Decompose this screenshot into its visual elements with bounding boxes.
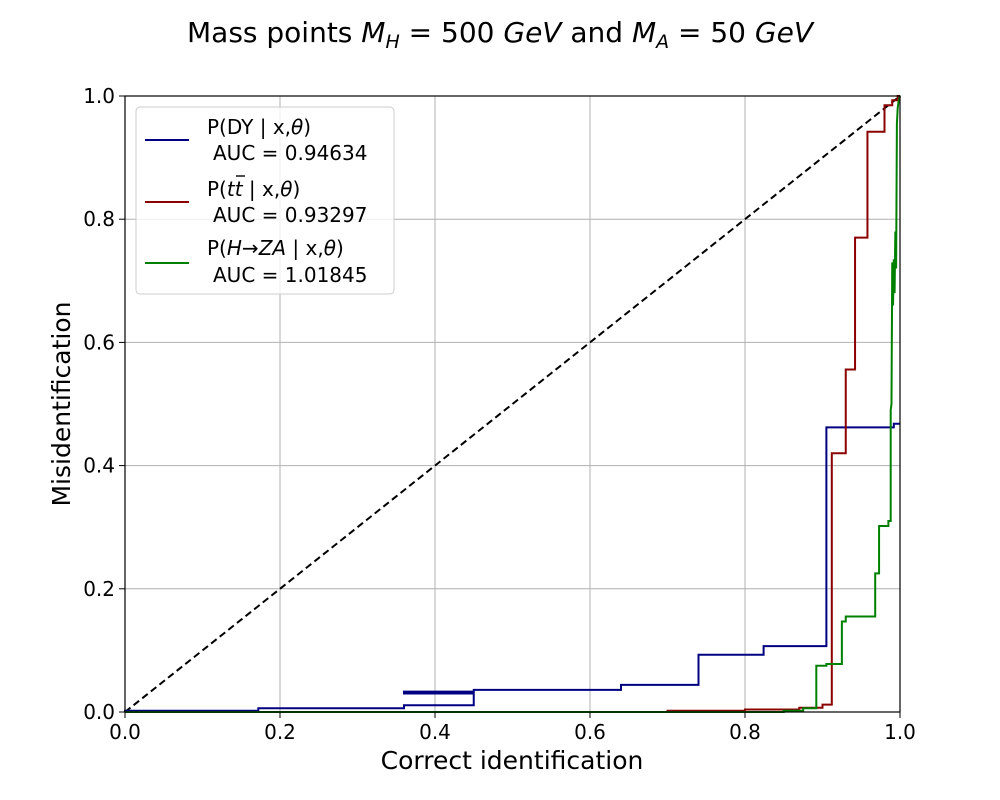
x-tick-label: 0.0 (109, 720, 141, 744)
series-line-0 (124, 422, 900, 712)
x-ticks: 0.0 0.2 0.4 0.6 0.8 1.0 (109, 712, 916, 744)
legend-tt-theta: θ (280, 177, 292, 201)
legend-auc-dy: AUC = 0.94634 (213, 141, 367, 165)
y-tick-label: 0.6 (83, 330, 115, 354)
legend-label-dy: P(DY | x,θ) (207, 115, 311, 139)
legend-hza-za: ZA (258, 236, 286, 260)
legend-dy-theta: θ (291, 115, 303, 139)
legend-box (135, 106, 395, 295)
legend-label-tt: P(tt | x,θ) (207, 177, 300, 201)
legend-tt-suffix-b: ) (292, 177, 300, 201)
x-tick-label: 0.4 (419, 720, 451, 744)
legend-tt-suffix-a: | x, (243, 177, 281, 201)
title-mh-value: = 500 (400, 16, 504, 49)
legend-dy-suffix: ) (303, 115, 311, 139)
y-tick-label: 0.2 (83, 577, 115, 601)
legend-tt-prefix: P( (207, 177, 227, 201)
legend-label-hza: P(H→ZA | x,θ) (207, 236, 344, 260)
title-prefix: Mass points (187, 16, 361, 49)
title-and: and (561, 16, 631, 49)
series-line-2 (125, 95, 901, 713)
series-line-1 (125, 95, 900, 713)
title-ma-symbol: M (632, 16, 656, 49)
legend-hza-suffix-b: ) (336, 236, 344, 260)
y-tick-label: 1.0 (83, 84, 115, 108)
y-tick-label: 0.4 (83, 454, 115, 478)
title-mh-unit: GeV (503, 16, 563, 49)
y-tick-label: 0.8 (83, 207, 115, 231)
chart-title: Mass points MH = 500 GeV and MA = 50 GeV (187, 16, 815, 53)
y-ticks: 0.0 0.2 0.4 0.6 0.8 1.0 (83, 84, 125, 724)
legend-hza-arrow: → (242, 236, 259, 260)
legend-hza-h: H (227, 236, 242, 260)
title-mh-sub: H (385, 31, 399, 53)
series-layer (124, 95, 901, 713)
legend: P(DY | x,θ) AUC = 0.94634 P(tt | x,θ) AU… (135, 106, 395, 295)
y-axis-label: Misidentification (47, 301, 76, 506)
legend-dy-prefix: P(DY | x, (207, 115, 291, 139)
x-tick-label: 1.0 (884, 720, 916, 744)
legend-hza-suffix-a: | x, (286, 236, 324, 260)
x-tick-label: 0.2 (264, 720, 296, 744)
legend-auc-tt: AUC = 0.93297 (213, 203, 367, 227)
y-tick-label: 0.0 (83, 700, 115, 724)
legend-hza-theta: θ (324, 236, 336, 260)
title-ma-value: = 50 (669, 16, 755, 49)
legend-auc-hza: AUC = 1.01845 (213, 263, 367, 287)
x-axis-label: Correct identification (381, 746, 644, 775)
title-ma-sub: A (654, 31, 669, 53)
x-tick-label: 0.8 (729, 720, 761, 744)
x-tick-label: 0.6 (574, 720, 606, 744)
title-ma-unit: GeV (755, 16, 815, 49)
title-mh-symbol: M (361, 16, 385, 49)
plot-frame (124, 95, 901, 713)
legend-tt-symbol: tt (227, 177, 244, 201)
legend-hza-prefix: P( (207, 236, 227, 260)
